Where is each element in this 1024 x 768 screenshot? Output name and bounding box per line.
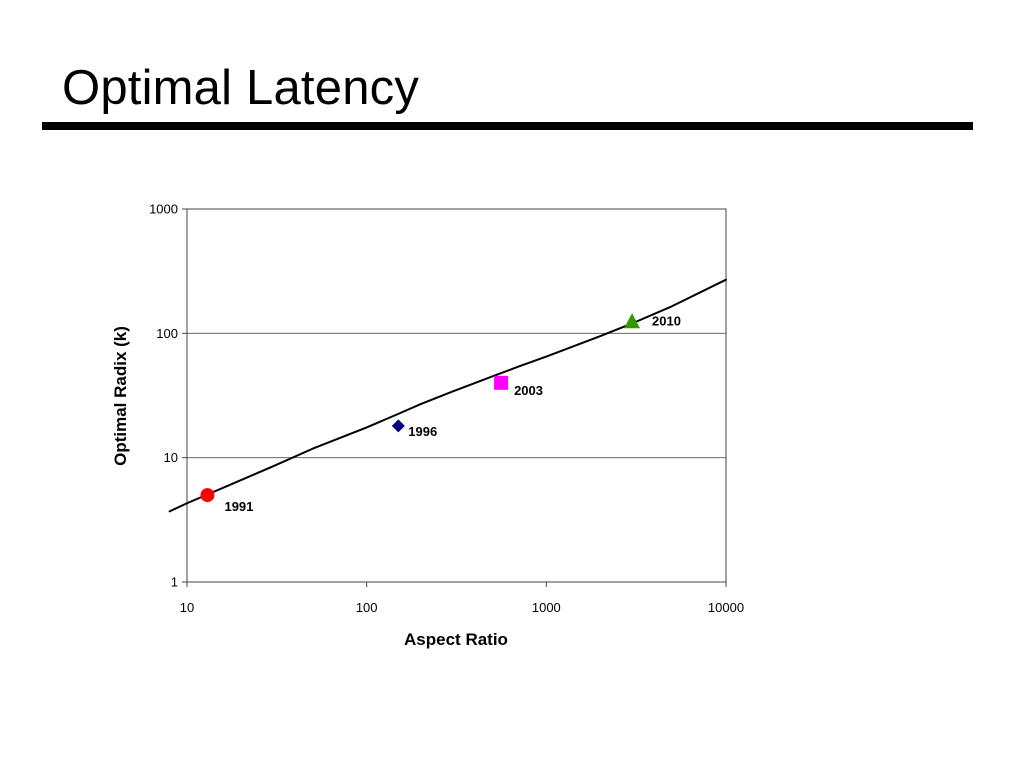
plot-frame [186,208,727,583]
slide-title: Optimal Latency [62,61,420,115]
chart-y-ticks: 1 10 100 1000 [149,202,187,590]
chart-plot-frame [186,208,727,583]
y-tick-label: 100 [156,326,178,341]
point-label: 1996 [408,424,437,439]
x-tick-label: 10000 [708,600,744,615]
point-label: 2003 [514,383,543,398]
title-underline [42,122,973,130]
chart-series [168,278,727,513]
y-tick-label: 10 [164,450,178,465]
chart-x-ticks: 10 100 1000 10000 [180,582,744,615]
x-axis-title: Aspect Ratio [404,630,508,649]
point-marker-square [494,375,509,390]
chart-grid [187,332,726,459]
x-tick-label: 1000 [532,600,561,615]
point-marker-diamond [391,419,405,433]
point-label: 1991 [224,499,253,514]
x-tick-label: 10 [180,600,194,615]
chart-points: 1991 1996 2003 2010 [200,313,681,514]
x-tick-label: 100 [356,600,378,615]
chart-axis-titles: Aspect Ratio Optimal Radix (k) [111,326,508,649]
point-marker-circle [200,488,215,503]
point-label: 2010 [652,313,681,328]
y-tick-label: 1000 [149,202,178,217]
y-axis-title: Optimal Radix (k) [111,326,130,466]
point-marker-triangle [624,313,641,329]
series-line [168,278,727,513]
y-tick-label: 1 [171,575,178,590]
